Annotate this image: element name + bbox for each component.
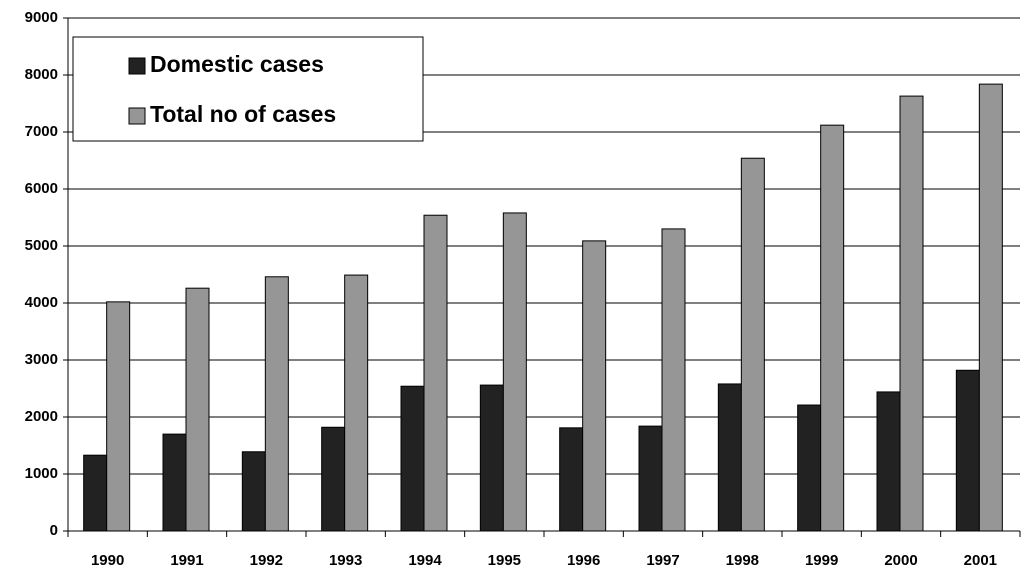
bar bbox=[582, 240, 607, 532]
bar bbox=[185, 287, 210, 532]
legend-swatch bbox=[128, 57, 146, 75]
bar bbox=[717, 383, 742, 532]
x-tick-label: 1990 bbox=[91, 552, 124, 569]
bar bbox=[876, 391, 901, 532]
bar bbox=[400, 385, 425, 532]
y-tick-label: 6000 bbox=[25, 180, 58, 197]
x-tick-label: 1999 bbox=[805, 552, 838, 569]
x-tick-label: 1998 bbox=[726, 552, 759, 569]
bar bbox=[162, 433, 187, 532]
y-tick-label: 2000 bbox=[25, 408, 58, 425]
y-tick-label: 1000 bbox=[25, 465, 58, 482]
legend-label: Domestic cases bbox=[150, 51, 324, 77]
bar bbox=[797, 404, 822, 532]
x-tick-label: 1997 bbox=[646, 552, 679, 569]
x-tick-label: 2001 bbox=[964, 552, 997, 569]
y-tick-label: 3000 bbox=[25, 351, 58, 368]
x-tick-label: 1991 bbox=[170, 552, 203, 569]
bar bbox=[559, 427, 584, 532]
y-tick-label: 4000 bbox=[25, 294, 58, 311]
x-tick-label: 2000 bbox=[884, 552, 917, 569]
y-tick-label: 7000 bbox=[25, 123, 58, 140]
bar bbox=[638, 425, 663, 532]
bar bbox=[241, 451, 266, 532]
bar bbox=[820, 124, 845, 532]
bar bbox=[321, 426, 346, 532]
bar bbox=[955, 369, 980, 532]
x-tick-label: 1995 bbox=[488, 552, 521, 569]
bar bbox=[899, 95, 924, 532]
y-tick-label: 0 bbox=[50, 522, 58, 539]
bar bbox=[106, 301, 131, 532]
bar bbox=[978, 83, 1003, 532]
y-tick-label: 5000 bbox=[25, 237, 58, 254]
bar bbox=[344, 274, 369, 532]
bar bbox=[479, 384, 504, 532]
bar bbox=[83, 454, 108, 532]
bar bbox=[740, 157, 765, 532]
bar bbox=[264, 276, 289, 532]
bar bbox=[423, 214, 448, 532]
bar bbox=[502, 212, 527, 532]
x-tick-label: 1994 bbox=[408, 552, 442, 569]
bar bbox=[661, 228, 686, 532]
y-tick-label: 8000 bbox=[25, 66, 58, 83]
x-tick-label: 1993 bbox=[329, 552, 362, 569]
legend-swatch bbox=[128, 107, 146, 125]
x-tick-label: 1996 bbox=[567, 552, 600, 569]
x-tick-label: 1992 bbox=[250, 552, 283, 569]
y-tick-label: 9000 bbox=[25, 9, 58, 26]
legend-label: Total no of cases bbox=[150, 101, 336, 127]
